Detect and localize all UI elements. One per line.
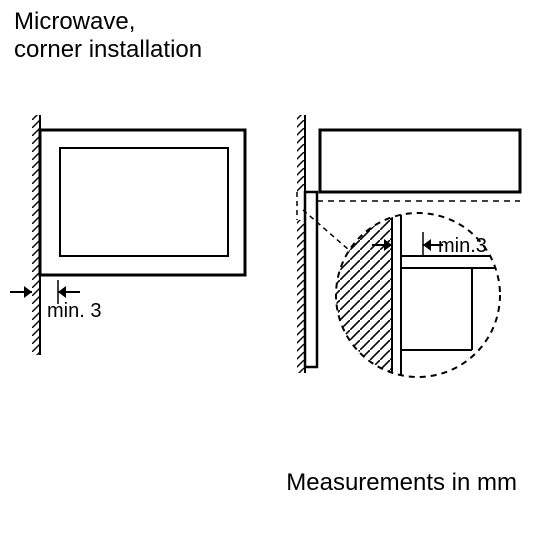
detail-wall-hatch [336,213,392,377]
front-vertical-panel [305,192,317,367]
wall-hatch-upper [297,115,305,192]
microwave-outer-frame [40,130,245,275]
arrow-head-left [24,286,32,298]
label-min3-detail: min.3 [438,235,487,258]
footer-units: Measurements in mm [286,469,517,497]
arrow-head-right [58,286,66,298]
detail-front-panel [392,213,401,377]
diagram-svg [0,0,535,535]
cabinet-top-panel [320,130,520,192]
label-min3-left: min. 3 [47,300,101,323]
diagram-canvas: Microwave, corner installation [0,0,535,535]
left-diagram [10,115,245,355]
